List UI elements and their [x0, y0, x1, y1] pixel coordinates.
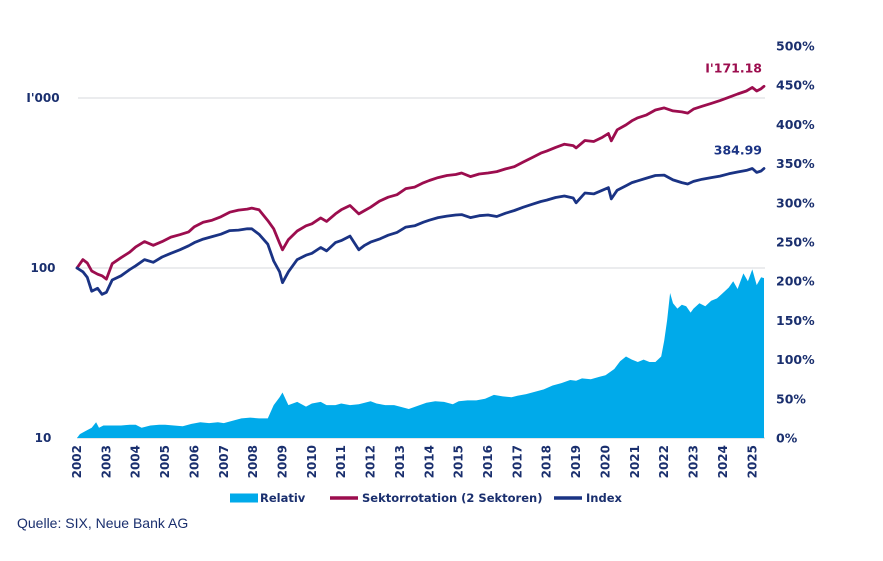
x-tick-label: 2009	[276, 445, 290, 478]
right-tick-label: 450%	[776, 78, 815, 93]
left-tick-label: I'000	[26, 91, 59, 105]
x-tick-label: 2006	[187, 445, 201, 478]
right-tick-label: 500%	[776, 39, 815, 54]
right-tick-label: 400%	[776, 117, 815, 132]
right-axis-ticks: 0% 50% 100% 150% 200% 250% 300% 350% 400% 450% 500…	[776, 39, 815, 446]
x-tick-label: 2023	[687, 445, 701, 478]
legend-label: Sektorrotation (2 Sektoren)	[362, 491, 542, 505]
x-tick-label: 2008	[246, 445, 260, 478]
end-labels: I'171.18 384.99	[705, 60, 762, 157]
right-tick-label: 100%	[776, 352, 815, 367]
x-tick-label: 2002	[70, 445, 84, 478]
x-tick-label: 2003	[99, 445, 113, 478]
legend-label: Index	[586, 491, 622, 505]
source-note: Quelle: SIX, Neue Bank AG	[17, 515, 189, 531]
legend-label: Relativ	[260, 491, 306, 505]
x-axis-ticks: 2002 2003 2004 2005 2006 2007 2008 2009 2010 2011…	[70, 445, 759, 478]
x-tick-label: 2005	[158, 445, 172, 478]
relativ-area-layer	[77, 269, 764, 438]
legend: Relativ Sektorrotation (2 Sektoren) Index	[230, 491, 622, 505]
right-tick-label: 300%	[776, 195, 815, 210]
end-value-label: 384.99	[714, 142, 762, 157]
right-tick-label: 150%	[776, 313, 815, 328]
line-series-layer	[75, 84, 766, 296]
x-tick-label: 2018	[540, 445, 554, 478]
right-tick-label: 350%	[776, 156, 815, 171]
right-tick-label: 0%	[776, 431, 798, 446]
series-sektorrotation-2-sektoren-line	[75, 84, 766, 281]
left-tick-label: 10	[35, 431, 52, 445]
right-tick-label: 200%	[776, 274, 815, 289]
x-tick-label: 2004	[129, 445, 143, 478]
x-tick-label: 2024	[716, 445, 730, 478]
x-tick-label: 2021	[628, 445, 642, 478]
x-tick-label: 2010	[305, 445, 319, 478]
x-tick-label: 2016	[481, 445, 495, 478]
x-tick-label: 2013	[393, 445, 407, 478]
x-tick-label: 2014	[422, 445, 436, 478]
end-value-label: I'171.18	[705, 60, 762, 75]
x-tick-label: 2019	[569, 445, 583, 478]
x-tick-label: 2020	[599, 445, 613, 478]
left-axis-ticks: 10 100 I'000	[26, 91, 59, 445]
right-tick-label: 50%	[776, 391, 806, 406]
right-tick-label: 250%	[776, 235, 815, 250]
x-tick-label: 2015	[452, 445, 466, 478]
legend-swatch	[230, 493, 258, 503]
x-tick-label: 2007	[217, 445, 231, 478]
x-tick-label: 2012	[364, 445, 378, 478]
series-relativ-area	[77, 269, 764, 438]
left-tick-label: 100	[30, 261, 55, 275]
x-tick-label: 2022	[657, 445, 671, 478]
x-tick-label: 2011	[334, 445, 348, 478]
series-index-line	[75, 167, 766, 296]
x-tick-label: 2017	[510, 445, 524, 478]
x-tick-label: 2025	[745, 445, 759, 478]
